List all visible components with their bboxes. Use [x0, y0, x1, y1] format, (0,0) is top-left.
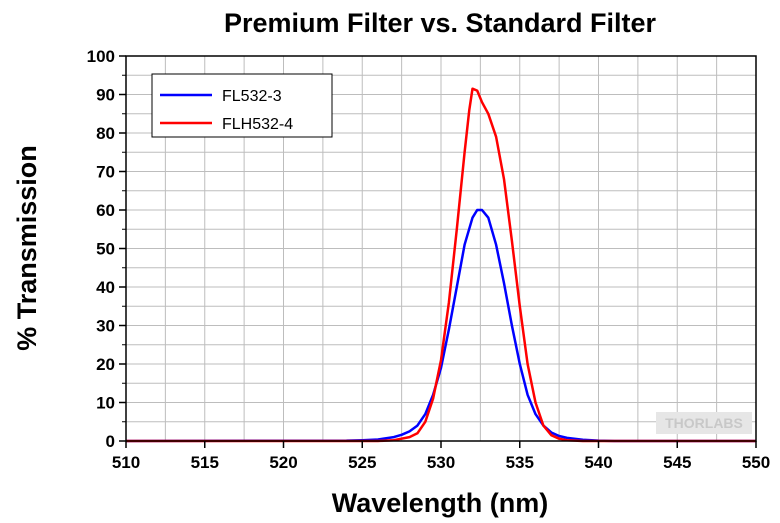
grid	[126, 56, 756, 441]
y-tick-label: 70	[96, 163, 115, 182]
series-line-fl532-3	[125, 208, 756, 443]
x-axis-label: Wavelength (nm)	[332, 488, 549, 518]
x-tick-label: 535	[506, 453, 534, 472]
chart-title: Premium Filter vs. Standard Filter	[224, 8, 657, 38]
series-line-flh532-4	[126, 87, 756, 443]
x-tick-label: 525	[348, 453, 376, 472]
y-tick-label: 80	[96, 124, 115, 143]
y-axis-label: % Transmission	[12, 145, 42, 351]
x-tick-label: 510	[112, 453, 140, 472]
ticks	[119, 55, 757, 448]
legend-label-fl532-3: FL532-3	[222, 88, 282, 105]
x-tick-label: 545	[663, 453, 691, 472]
y-tick-labels: 0 10 20 30 40 50 60 70 80 90 100	[87, 47, 115, 451]
x-tick-label: 515	[191, 453, 219, 472]
y-tick-label: 10	[96, 394, 115, 413]
legend: FL532-3 FLH532-4	[151, 73, 333, 138]
y-tick-label: 20	[96, 355, 115, 374]
y-tick-label: 50	[96, 240, 115, 259]
series-layer	[125, 87, 756, 443]
thorlabs-logo: THORLABS	[656, 412, 752, 434]
x-tick-label: 540	[584, 453, 612, 472]
y-tick-label: 60	[96, 201, 115, 220]
legend-box	[151, 73, 333, 138]
watermark-text: THORLABS	[665, 415, 743, 431]
y-tick-label: 40	[96, 278, 115, 297]
x-tick-label: 530	[427, 453, 455, 472]
x-tick-label: 550	[742, 453, 770, 472]
y-tick-label: 0	[106, 432, 115, 451]
y-tick-label: 90	[96, 86, 115, 105]
y-tick-label: 30	[96, 317, 115, 336]
x-tick-labels: 510 515 520 525 530 535 540 545 550	[112, 453, 770, 472]
y-tick-label: 100	[87, 47, 115, 66]
x-tick-label: 520	[269, 453, 297, 472]
legend-label-flh532-4: FLH532-4	[222, 116, 293, 133]
